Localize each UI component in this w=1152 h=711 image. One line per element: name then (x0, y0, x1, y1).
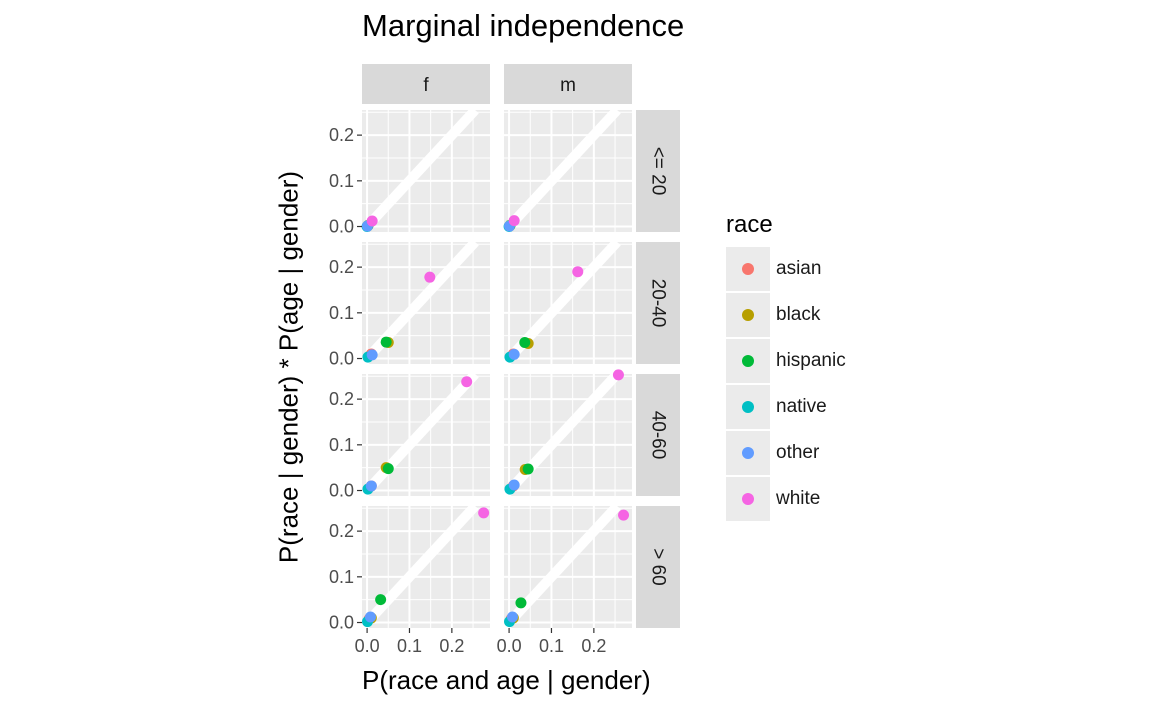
point-hispanic-f-row-4 (375, 594, 387, 606)
reference-line-f-row-2 (358, 238, 479, 368)
x-tick-label: 0.0 (497, 636, 522, 656)
y-tick-label: 0.2 (329, 125, 354, 145)
legend-label-native: native (776, 396, 827, 417)
x-axis-label: P(race and age | gender) (362, 665, 651, 695)
legend-item-hispanic: hispanic (726, 338, 876, 384)
x-tick-label: 0.0 (355, 636, 380, 656)
point-white-m-row-3 (612, 369, 624, 381)
facet-strip-label-row-4: > 60 (648, 548, 669, 586)
legend-item-black: black (726, 292, 876, 338)
legend-dot-other (742, 447, 754, 459)
point-white-m-row-4 (618, 509, 630, 521)
reference-line-f-row-3 (358, 370, 479, 500)
point-white-f-row-1 (366, 215, 378, 227)
point-other-f-row-2 (366, 349, 378, 361)
x-tick-label: 0.2 (439, 636, 464, 656)
legend-label-white: white (776, 488, 821, 509)
point-other-m-row-2 (508, 348, 520, 360)
legend-key (726, 293, 770, 337)
y-tick-label: 0.0 (329, 349, 354, 369)
reference-line-m-row-3 (500, 370, 621, 500)
legend-label-black: black (776, 304, 821, 325)
facet-strip-label-row-3: 40-60 (648, 411, 669, 460)
point-white-f-row-2 (424, 271, 436, 283)
legend-item-white: white (726, 476, 876, 522)
y-tick-label: 0.0 (329, 613, 354, 633)
reference-line-m-row-1 (500, 106, 621, 236)
point-other-m-row-3 (508, 479, 520, 491)
legend-dot-hispanic (742, 355, 754, 367)
legend-item-other: other (726, 430, 876, 476)
legend-key (726, 339, 770, 383)
facet-strip-f (362, 64, 490, 104)
facet-strip-row-1 (636, 110, 680, 232)
point-hispanic-m-row-4 (515, 597, 527, 609)
x-tick-label: 0.1 (397, 636, 422, 656)
y-tick-label: 0.1 (329, 303, 354, 323)
legend-dot-black (742, 309, 754, 321)
y-tick-label: 0.1 (329, 171, 354, 191)
legend-title: race (726, 211, 773, 238)
x-tick-label: 0.1 (539, 636, 564, 656)
point-hispanic-m-row-2 (519, 337, 531, 349)
facet-strip-m (504, 64, 632, 104)
facet-strip-label-row-2: 20-40 (648, 279, 669, 328)
legend-dot-asian (742, 263, 754, 275)
facet-strip-row-2 (636, 242, 680, 364)
point-white-f-row-3 (461, 376, 473, 388)
legend-item-asian: asian (726, 246, 876, 292)
y-tick-label: 0.2 (329, 389, 354, 409)
reference-line-f-row-4 (358, 502, 479, 632)
y-tick-label: 0.2 (329, 257, 354, 277)
legend-key (726, 477, 770, 521)
y-tick-label: 0.0 (329, 217, 354, 237)
legend-dot-white (742, 493, 754, 505)
y-tick-label: 0.1 (329, 567, 354, 587)
facet-strip-label-m: m (560, 75, 576, 96)
point-white-m-row-1 (508, 215, 520, 227)
point-white-f-row-4 (478, 507, 490, 519)
reference-line-f-row-1 (358, 106, 479, 236)
legend-item-native: native (726, 384, 876, 430)
y-tick-label: 0.2 (329, 521, 354, 541)
legend-key (726, 385, 770, 429)
chart-title: Marginal independence (362, 8, 685, 43)
point-hispanic-f-row-2 (380, 336, 392, 348)
point-hispanic-f-row-3 (382, 463, 394, 475)
point-hispanic-m-row-3 (522, 463, 534, 475)
point-other-m-row-4 (506, 611, 518, 623)
y-axis-label: P(race | gender) * P(age | gender) (273, 170, 304, 564)
point-white-m-row-2 (572, 266, 584, 278)
point-other-f-row-4 (364, 611, 376, 623)
legend-key (726, 431, 770, 475)
facet-strip-label-f: f (423, 75, 429, 96)
y-tick-label: 0.0 (329, 481, 354, 501)
legend-label-other: other (776, 442, 820, 463)
facet-strip-label-row-1: <= 20 (648, 147, 669, 196)
facet-strip-row-4 (636, 506, 680, 628)
legend-dot-native (742, 401, 754, 413)
facet-strip-row-3 (636, 374, 680, 496)
x-tick-label: 0.2 (581, 636, 606, 656)
y-tick-label: 0.1 (329, 435, 354, 455)
legend-label-asian: asian (776, 258, 822, 279)
point-other-f-row-3 (365, 480, 377, 492)
legend-label-hispanic: hispanic (776, 350, 846, 371)
legend-key (726, 247, 770, 291)
